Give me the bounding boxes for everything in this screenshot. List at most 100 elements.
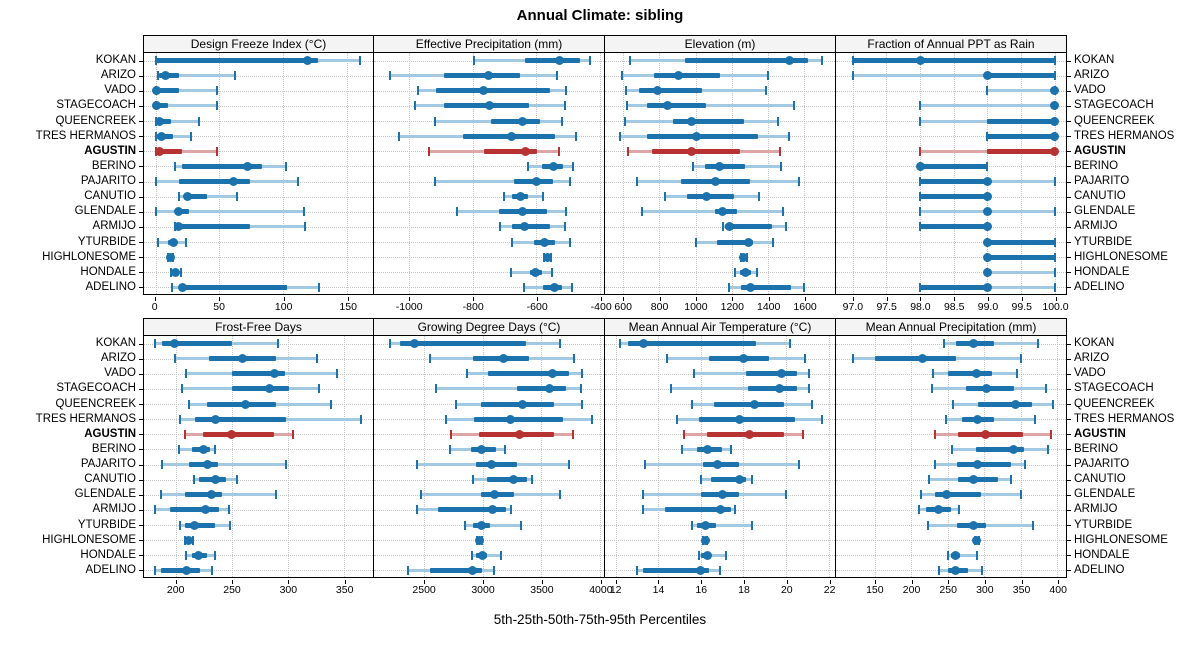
whisker-cap [550,267,553,277]
axis-tick [139,388,143,390]
median-dot [652,86,662,96]
whisker-cap [693,369,696,379]
vertical-gridline [1054,53,1056,294]
percentile-range-5-95 [155,104,217,108]
axis-tick [154,297,156,301]
percentile-range-25-75 [438,507,506,513]
median-dot [483,71,493,81]
axis-tick-label: 98.5 [943,301,965,313]
whisker-cap [215,86,218,96]
whisker-cap [1050,429,1053,439]
median-dot [1050,86,1060,96]
site-label: YTURBIDE [77,235,136,248]
median-dot [154,146,164,156]
panel-strip-title: Mean Annual Air Temperature (°C) [604,318,836,336]
median-dot [982,267,992,277]
horizontal-gridline [836,272,1066,274]
axis-tick [139,75,143,77]
whisker-cap [406,565,409,575]
site-label: HONDALE [80,548,136,561]
site-label: QUEENCREEK [1074,114,1155,127]
whisker-cap [563,101,566,111]
site-label: KOKAN [95,337,136,350]
axis-tick [695,297,697,301]
median-dot [784,56,794,66]
x-axis: 600 800 1000 1200 1400 1600 [605,297,836,315]
percentile-range-5-95 [158,74,235,78]
percentile-range-25-75 [161,341,233,347]
percentile-range-5-95 [155,149,217,153]
whisker-cap [190,131,193,141]
percentile-range-25-75 [987,239,1055,245]
vertical-gridline [767,53,769,294]
site-label: AGUSTIN [84,144,136,157]
median-dot [509,475,519,485]
axis-tick [1067,151,1071,153]
median-dot [725,222,735,232]
whisker-cap [498,222,501,232]
vertical-gridline [920,53,922,294]
whisker-cap [1046,444,1049,454]
median-dot [166,252,176,262]
axis-tick [744,580,746,584]
site-label: BERINO [91,442,136,455]
whisker-cap [934,429,937,439]
whisker-cap [316,354,319,364]
whisker-cap [575,131,578,141]
whisker-cap [420,490,423,500]
whisker-cap [680,444,683,454]
whisker-cap [851,71,854,81]
whisker-cap [285,161,287,171]
site-label: STAGECOACH [1074,382,1154,395]
whisker-cap [986,131,989,141]
median-dot [515,192,525,202]
whisker-cap [580,369,583,379]
axis-tick [1067,525,1071,527]
whisker-cap [981,565,984,575]
whisker-cap [504,444,507,454]
median-dot [738,354,748,364]
percentile-range-25-75 [957,462,1011,468]
percentile-range-5-95 [920,104,1055,108]
percentile-range-25-75 [232,386,290,392]
whisker-cap [927,520,929,530]
figure-title: Annual Climate: sibling [516,7,684,24]
site-labels-right: KOKAN ARIZO VADO STAGECOACH QUEENCREEK TRES H… [1067,35,1200,295]
axis-tick-label: 1400 [757,301,781,313]
site-label: AGUSTIN [84,427,136,440]
axis-tick [139,60,143,62]
percentile-range-25-75 [488,371,569,377]
axis-tick [1021,297,1023,301]
axis-tick-label: 300 [279,584,298,596]
percentile-range-25-75 [155,103,169,109]
median-dot [474,535,484,545]
site-label: HIGHLONESOME [1074,533,1168,546]
site-label: VADO [104,84,136,97]
x-axis: 0 50 100 150 [143,297,374,315]
vertical-gridline [658,336,660,577]
vertical-gridline [347,53,349,294]
horizontal-gridline [374,257,604,259]
percentile-range-25-75 [232,371,285,377]
median-dot [303,56,313,66]
percentile-range-25-75 [178,284,288,290]
median-dot [200,505,210,515]
median-dot [917,354,927,364]
axis-tick [139,196,143,198]
axis-tick [1067,449,1071,451]
horizontal-gridline [836,136,1066,138]
whisker-cap [509,505,512,515]
whisker-cap [558,490,561,500]
median-dot [477,444,487,454]
whisker-cap [919,116,922,126]
panel-plot-area [604,53,836,295]
vertical-gridline [472,53,474,294]
whisker-cap [359,56,362,66]
axis-tick [984,580,986,584]
percentile-range-25-75 [160,567,200,573]
percentile-range-25-75 [745,371,797,377]
site-label: HIGHLONESOME [42,533,136,546]
whisker-cap [157,71,160,81]
whisker-cap [665,354,668,364]
axis-tick-label: 0 [151,301,158,313]
